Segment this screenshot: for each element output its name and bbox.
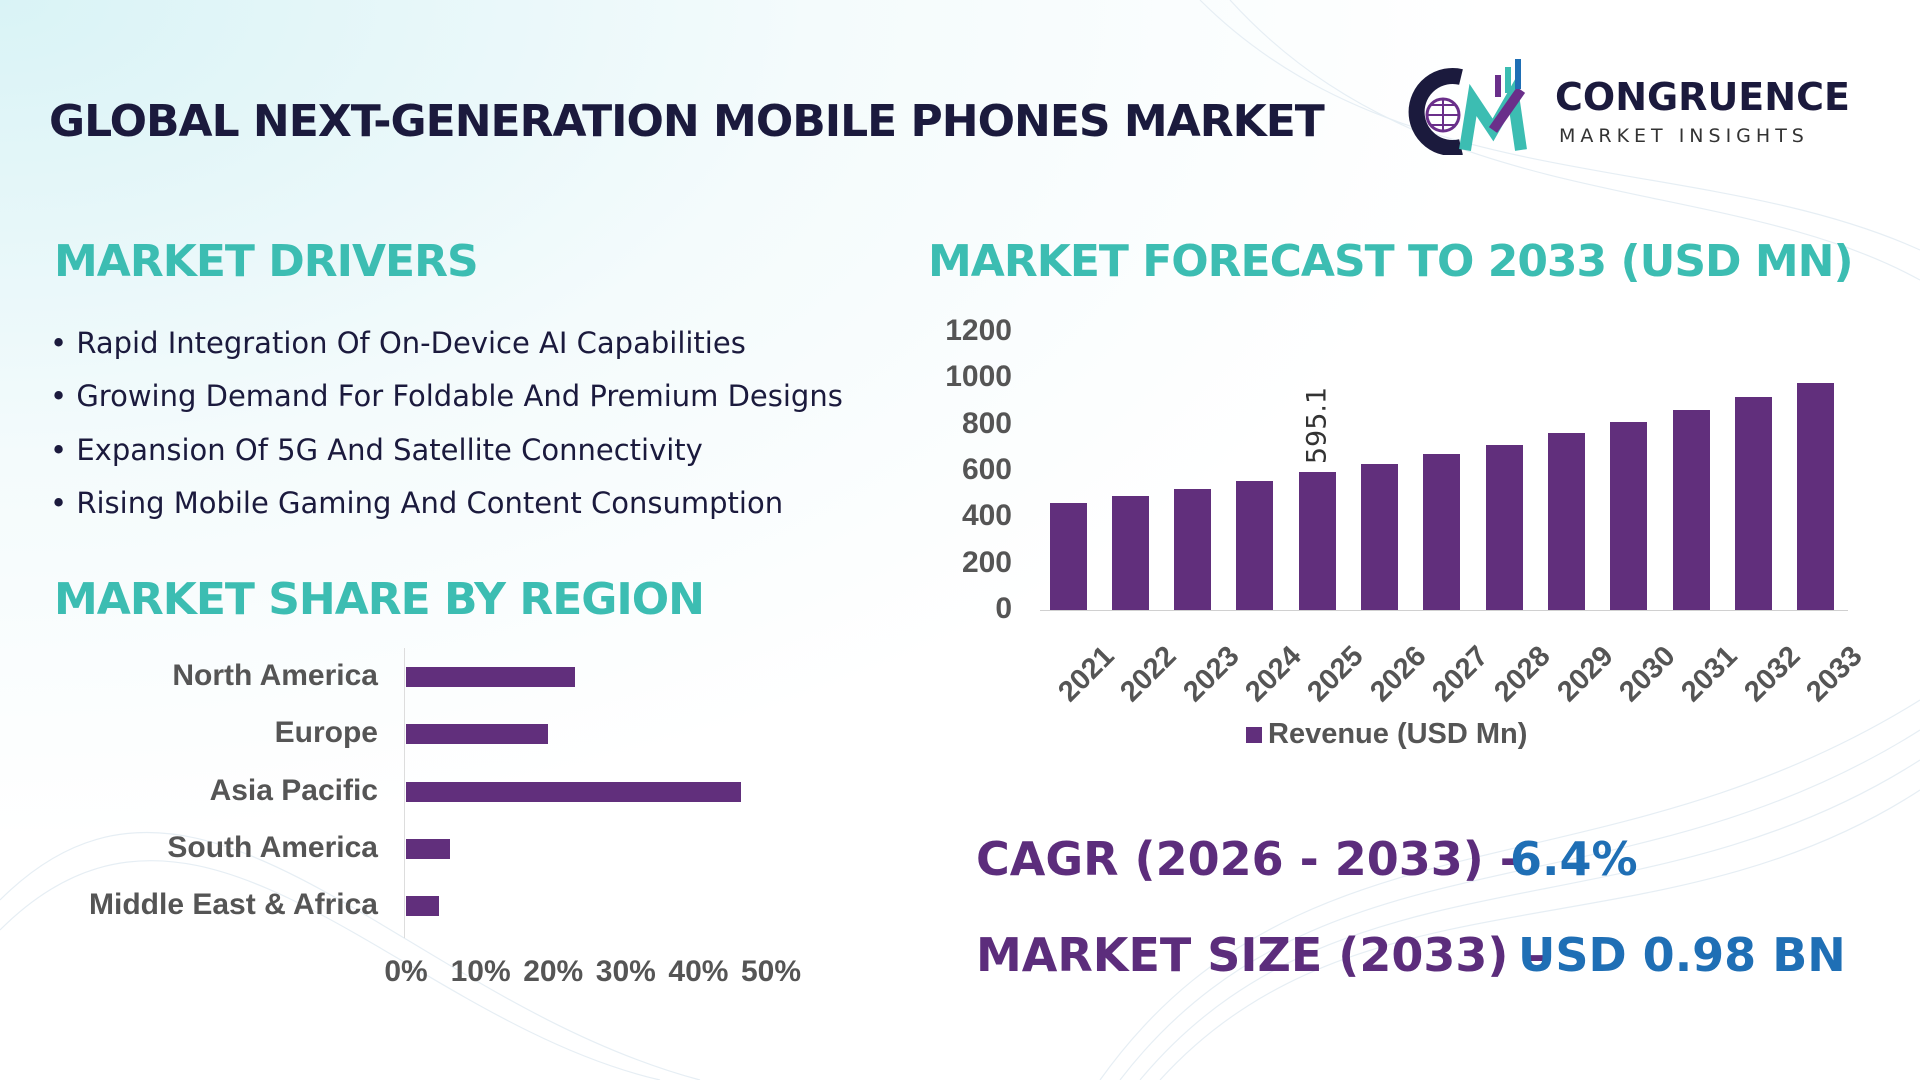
forecast-data-label: 595.1 [1301, 386, 1333, 465]
forecast-x-tick: 2033 [1800, 640, 1869, 709]
forecast-x-tick: 2024 [1239, 640, 1308, 709]
forecast-x-tick: 2032 [1737, 640, 1807, 709]
region-bar [406, 667, 576, 687]
forecast-x-tick: 2029 [1550, 640, 1620, 709]
forecast-y-tick: 1200 [945, 314, 1012, 347]
region-bar [406, 838, 450, 859]
forecast-heading: MARKET FORECAST TO 2033 (USD MN) [928, 236, 1854, 287]
region-bar [406, 724, 549, 745]
forecast-y-tick: 600 [961, 453, 1012, 486]
logo-name: CONGRUENCE [1555, 75, 1850, 119]
cagr-label: CAGR (2026 - 2033) - [976, 832, 1519, 886]
legend-label: Revenue (USD Mn) [1268, 718, 1528, 750]
driver-text: Growing Demand For Foldable And Premium … [76, 379, 843, 413]
driver-text: Rapid Integration Of On-Device AI Capabi… [76, 326, 746, 360]
logo-mark-icon [1408, 59, 1527, 156]
logo: CONGRUENCE MARKET INSIGHTS [1403, 55, 1873, 156]
region-bar [406, 781, 742, 802]
driver-text: Expansion Of 5G And Satellite Connectivi… [76, 433, 703, 467]
driver-item: • Rapid Integration Of On-Device AI Capa… [50, 326, 746, 360]
region-x-tick: 20% [523, 955, 584, 988]
region-label: North America [172, 659, 378, 692]
forecast-x-tick: 2023 [1177, 640, 1246, 709]
region-x-tick: 0% [384, 955, 428, 988]
cagr-value: 6.4% [1510, 832, 1638, 886]
forecast-x-tick: 2026 [1364, 640, 1433, 709]
region-x-tick: 10% [450, 955, 511, 988]
forecast-y-tick: 800 [961, 406, 1012, 440]
forecast-bar [1797, 383, 1835, 610]
forecast-bar [1174, 488, 1212, 610]
forecast-bar [1485, 444, 1523, 610]
region-x-tick: 30% [595, 955, 656, 988]
legend-swatch [1246, 727, 1262, 743]
region-x-tick: 40% [668, 955, 729, 988]
forecast-x-tick: 2028 [1488, 640, 1557, 709]
forecast-bar [1049, 503, 1087, 610]
region-label: Europe [274, 716, 378, 750]
forecast-y-tick: 400 [961, 499, 1012, 533]
forecast-bar [1361, 464, 1399, 610]
driver-item: • Rising Mobile Gaming And Content Consu… [50, 486, 784, 520]
forecast-x-tick: 2030 [1613, 640, 1682, 709]
forecast-bar [1423, 454, 1461, 610]
market-size-value: USD 0.98 BN [1518, 928, 1846, 982]
driver-item: • Expansion Of 5G And Satellite Connecti… [50, 433, 703, 467]
forecast-bar [1236, 481, 1274, 610]
region-heading: MARKET SHARE BY REGION [54, 574, 705, 625]
region-x-tick: 50% [741, 955, 802, 988]
driver-text: Rising Mobile Gaming And Content Consump… [76, 486, 784, 520]
forecast-axis-line [1040, 610, 1848, 611]
region-label: South America [167, 830, 378, 864]
region-label: Middle East & Africa [89, 888, 378, 922]
forecast-bar [1735, 396, 1773, 610]
forecast-x-tick: 2031 [1675, 640, 1744, 709]
forecast-x-tick: 2027 [1426, 640, 1495, 709]
logo-subtitle: MARKET INSIGHTS [1559, 125, 1809, 147]
market-size-label: MARKET SIZE (2033) – [976, 928, 1548, 982]
forecast-y-tick: 0 [995, 592, 1012, 625]
region-label: Asia Pacific [209, 773, 378, 807]
drivers-heading: MARKET DRIVERS [54, 236, 479, 287]
region-axis-line [404, 648, 405, 938]
forecast-bar [1672, 410, 1710, 610]
forecast-y-tick: 200 [961, 545, 1012, 579]
forecast-x-tick: 2021 [1052, 640, 1121, 709]
forecast-y-tick: 1000 [945, 360, 1012, 394]
region-bar [406, 896, 440, 917]
forecast-bar [1610, 422, 1648, 610]
forecast-x-tick: 2022 [1114, 640, 1183, 709]
forecast-bar [1298, 472, 1336, 610]
forecast-x-tick: 2025 [1301, 640, 1370, 709]
forecast-bar [1111, 496, 1149, 610]
page-title: GLOBAL NEXT-GENERATION MOBILE PHONES MAR… [49, 96, 1325, 147]
driver-item: • Growing Demand For Foldable And Premiu… [50, 379, 843, 413]
forecast-bar [1548, 433, 1586, 610]
forecast-legend: Revenue (USD Mn) [1246, 718, 1527, 751]
